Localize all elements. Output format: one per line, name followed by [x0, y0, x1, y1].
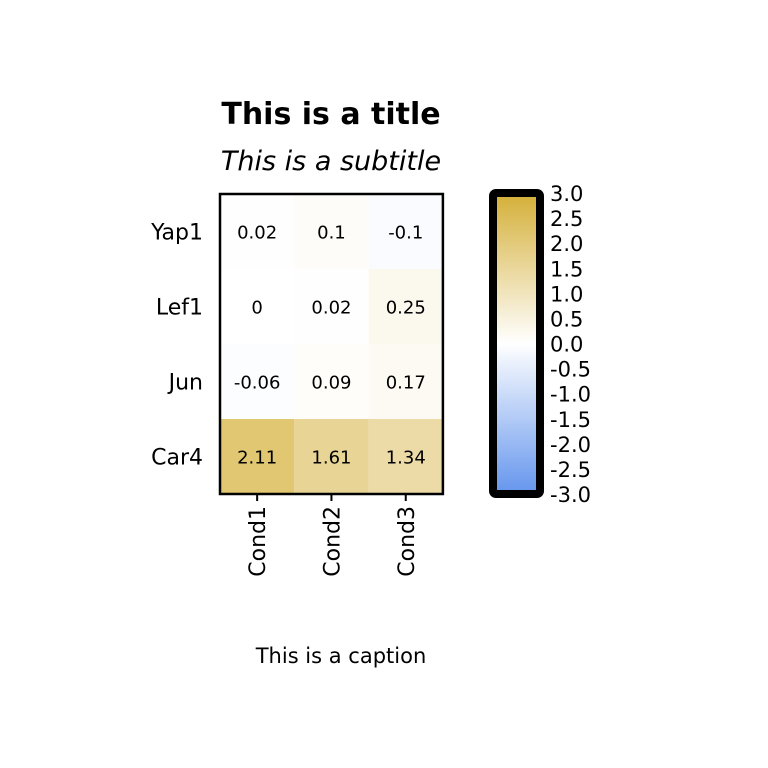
legend-tick-label: -2.5 [550, 458, 591, 482]
chart-title: This is a title [221, 97, 440, 132]
chart-caption: This is a caption [255, 644, 427, 668]
cell-value-label: 0 [251, 298, 262, 319]
column-labels: Cond1 Cond2 Cond3 [246, 494, 420, 577]
cell-value-label: -0.1 [388, 223, 423, 244]
row-label: Car4 [151, 446, 203, 471]
heatmap-cell [220, 419, 295, 494]
cell-value-label: 0.02 [311, 298, 351, 319]
legend-tick-label: 2.0 [550, 232, 583, 256]
legend-tick-label: -2.0 [550, 433, 591, 457]
heatmap-cell [368, 419, 443, 494]
cell-value-label: 0.25 [386, 298, 426, 319]
column-label: Cond1 [246, 506, 271, 577]
heatmap-border [218, 192, 445, 496]
legend-tick-label: 2.5 [550, 207, 583, 231]
legend-tick-label: 1.5 [550, 257, 583, 281]
cell-value-label: 0.17 [386, 373, 426, 394]
row-label: Lef1 [156, 296, 203, 321]
color-legend: 3.02.52.01.51.00.50.0-0.5-1.0-1.5-2.0-2.… [489, 182, 591, 507]
legend-colorbar [489, 189, 544, 498]
heatmap-cell [220, 194, 295, 269]
legend-tick-label: 0.0 [550, 333, 583, 357]
cell-value-label: -0.06 [234, 373, 281, 394]
heatmap-cells: 0.02 0.1 -0.1 0 0.02 0.25 -0.06 0.09 0.17 2.11 1.6… [220, 194, 443, 494]
cell-value-label: 1.34 [386, 448, 426, 469]
legend-tick-label: 3.0 [550, 182, 583, 206]
heatmap-cell [368, 194, 443, 269]
legend-tick-label: -1.5 [550, 408, 591, 432]
heatmap-cell [294, 269, 369, 344]
legend-tick-label: -3.0 [550, 483, 591, 507]
column-label: Cond2 [320, 506, 345, 577]
legend-tick-label: -1.0 [550, 383, 591, 407]
heatmap-cell [294, 419, 369, 494]
legend-tick-label: 0.5 [550, 307, 583, 331]
heatmap-cell [294, 194, 369, 269]
cell-value-label: 0.02 [237, 223, 277, 244]
row-label: Yap1 [150, 221, 203, 246]
heatmap-cell [368, 269, 443, 344]
column-label: Cond3 [395, 506, 420, 577]
row-labels: Yap1 Lef1 Jun Car4 [150, 221, 203, 471]
cell-value-label: 0.09 [311, 373, 351, 394]
legend-tick-label: -0.5 [550, 358, 591, 382]
heatmap-cell [220, 344, 295, 419]
cell-value-label: 2.11 [237, 448, 277, 469]
heatmap-cell [368, 344, 443, 419]
legend-tick-label: 1.0 [550, 282, 583, 306]
cell-value-label: 1.61 [311, 448, 351, 469]
chart-subtitle: This is a subtitle [221, 146, 441, 177]
row-label: Jun [167, 371, 203, 396]
cell-value-label: 0.1 [317, 223, 346, 244]
heatmap-cell [294, 344, 369, 419]
heatmap-cell [220, 269, 295, 344]
